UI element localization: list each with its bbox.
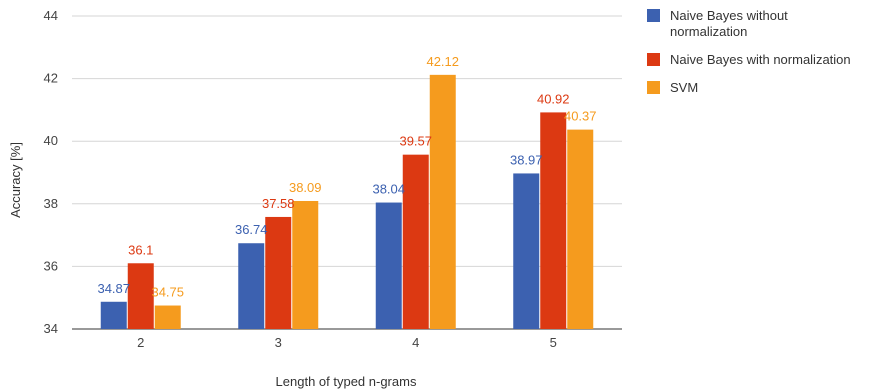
data-label: 37.58 (262, 196, 295, 211)
bar (238, 243, 265, 329)
data-label: 40.92 (537, 91, 570, 106)
bars (100, 74, 594, 330)
data-label: 34.87 (97, 281, 130, 296)
data-label: 42.12 (426, 54, 459, 69)
data-label: 36.74 (235, 222, 268, 237)
x-tick-label: 4 (412, 335, 419, 350)
bar (127, 263, 154, 329)
y-tick-label: 42 (44, 71, 58, 86)
legend-swatch (647, 53, 660, 66)
bar (402, 154, 429, 329)
legend-label: Naive Bayes with normalization (670, 52, 851, 67)
bar (567, 129, 594, 329)
data-label: 38.09 (289, 180, 322, 195)
bar (375, 202, 402, 329)
legend-label: SVM (670, 80, 698, 95)
y-tick-label: 44 (44, 8, 58, 23)
bar (154, 305, 181, 329)
legend-item: SVM (647, 80, 698, 95)
legend-label: Naive Bayes without (670, 8, 788, 23)
y-tick-label: 40 (44, 133, 58, 148)
data-label: 36.1 (128, 242, 153, 257)
data-label: 38.04 (372, 182, 405, 197)
data-label: 38.97 (510, 152, 543, 167)
bar (513, 173, 540, 329)
data-label: 40.37 (564, 109, 597, 124)
x-tick-label: 2 (137, 335, 144, 350)
y-axis-title: Accuracy [%] (8, 142, 23, 218)
y-tick-label: 34 (44, 321, 58, 336)
data-label: 39.57 (399, 134, 432, 149)
legend-item: Naive Bayes with normalization (647, 52, 851, 67)
x-tick-label: 5 (550, 335, 557, 350)
y-axis-ticks: 34 36 38 40 42 44 (44, 8, 58, 336)
x-axis-title: Length of typed n-grams (276, 374, 417, 389)
x-tick-label: 3 (275, 335, 282, 350)
data-label: 34.75 (151, 285, 184, 300)
bar (292, 200, 319, 329)
bar (540, 112, 567, 330)
y-tick-label: 38 (44, 196, 58, 211)
legend-label: normalization (670, 24, 747, 39)
legend-swatch (647, 9, 660, 22)
bar (429, 74, 456, 330)
bar (100, 301, 127, 329)
x-axis-ticks: 2 3 4 5 (137, 335, 557, 350)
bar (265, 216, 292, 329)
legend-swatch (647, 81, 660, 94)
y-tick-label: 36 (44, 258, 58, 273)
gridlines (72, 15, 622, 330)
